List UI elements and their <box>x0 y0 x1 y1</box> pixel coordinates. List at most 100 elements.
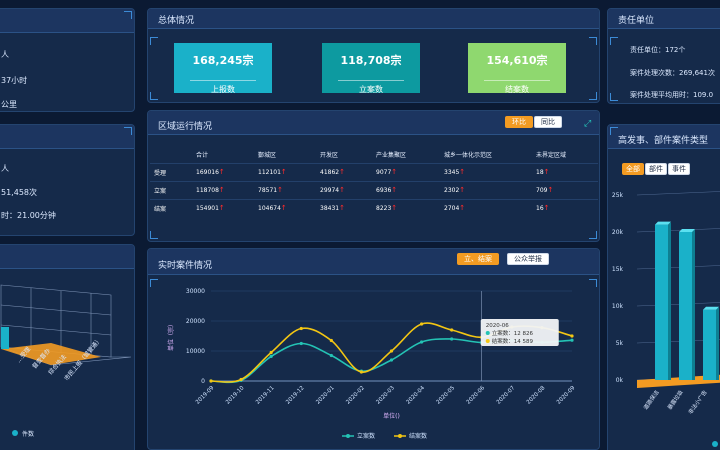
data-point[interactable] <box>329 353 333 358</box>
tooltip-line: 立案数：12 826 <box>492 329 534 337</box>
bar[interactable] <box>679 232 692 380</box>
responsible-title: 责任单位 <box>618 16 655 26</box>
table-header-row: 合计 鄞城区 开发区 产业集聚区 城乡一体化示范区 未界定区域 <box>150 146 598 163</box>
hot-types-title: 高发事、部件案件类型 <box>618 136 709 146</box>
responsible-avg-time: 案件处理平均用时：109.0 <box>630 91 714 99</box>
left-panel-1-titlebar <box>0 9 134 33</box>
kpi-filed[interactable]: 118,708宗 立案数 <box>322 43 420 94</box>
tab-all[interactable]: 全部 <box>622 163 644 175</box>
cell-value: 2704 <box>444 205 460 213</box>
data-point[interactable] <box>450 337 454 341</box>
toggle-yoy[interactable]: 同比 <box>534 116 562 128</box>
bar-top <box>703 306 719 310</box>
corner-decoration <box>610 127 618 135</box>
y-axis-label: 单位（宗） <box>167 321 175 351</box>
left-3d-bar-chart: …受理 督查督办 综合执法 市民上报（城管通） 件数 <box>0 284 132 438</box>
kpi-value: 154,610宗 <box>486 54 548 67</box>
legend-label[interactable]: 立案数 <box>357 432 375 440</box>
kpi-reported[interactable]: 168,245宗 上报数 <box>174 43 272 94</box>
left-panel-3: …受理 督查督办 综合执法 市民上报（城管通） 件数 <box>0 244 135 450</box>
data-point[interactable] <box>269 354 273 358</box>
gridline <box>636 302 720 307</box>
up-arrow-icon: ↑ <box>218 168 225 176</box>
x-tick-label: 2019-09 <box>195 385 216 406</box>
bar-top <box>655 221 671 225</box>
x-tick-label: 2019-10 <box>225 385 246 406</box>
data-point[interactable] <box>329 338 333 343</box>
toggle-public-reports[interactable]: 公众举报 <box>507 253 549 265</box>
left-stat-6: 时：21.00分钟 <box>1 211 56 220</box>
up-arrow-icon: ↑ <box>218 186 225 194</box>
data-point[interactable] <box>450 328 454 332</box>
cell: 8223↑ <box>372 198 440 217</box>
left-stat-5: 51,458次 <box>1 188 37 197</box>
corner-decoration <box>610 93 618 101</box>
bar-side <box>716 307 719 380</box>
gridline <box>636 191 720 196</box>
table-row[interactable]: 结案 154901↑ 104674↑ 38431↑ 8223↑ 2704↑ 16… <box>150 198 598 217</box>
col-header: 开发区 <box>320 151 339 159</box>
up-arrow-icon: ↑ <box>277 186 283 194</box>
corner-decoration <box>150 231 158 239</box>
up-arrow-icon: ↑ <box>339 186 345 194</box>
legend-label: 件数 <box>22 430 34 438</box>
legend-marker <box>346 434 350 438</box>
tab-events[interactable]: 事件 <box>668 163 690 175</box>
data-point[interactable] <box>419 340 424 344</box>
bar <box>1 327 9 349</box>
up-arrow-icon: ↑ <box>280 168 287 176</box>
region-title: 区域运行情况 <box>158 122 213 132</box>
cell-value: 169016 <box>196 169 219 176</box>
corner-decoration <box>610 37 618 45</box>
left-stat-1: 人 <box>1 50 9 59</box>
data-point[interactable] <box>570 338 574 342</box>
kpi-closed[interactable]: 154,610宗 结案数 <box>468 43 566 94</box>
col-header: 鄞城区 <box>258 151 277 159</box>
chart-floor <box>1 343 101 365</box>
cell-value: 41862 <box>320 169 340 176</box>
up-arrow-icon: ↑ <box>459 186 466 194</box>
cell-value: 709 <box>536 187 548 194</box>
left-stat-2: 37小时 <box>1 76 28 85</box>
data-point[interactable] <box>239 377 243 382</box>
data-point[interactable] <box>269 350 273 355</box>
x-tick-label: 2020-01 <box>315 385 335 405</box>
cell-value: 8223 <box>376 205 392 213</box>
kpi-value: 168,245宗 <box>192 54 254 67</box>
bar[interactable] <box>703 309 716 380</box>
data-point[interactable] <box>359 370 364 374</box>
table-row[interactable]: 立案 118708↑ 78571↑ 29974↑ 6936↑ 2302↑ 709… <box>150 180 598 199</box>
responsible-titlebar <box>608 9 720 29</box>
cell: 78571↑ <box>254 180 316 199</box>
data-point[interactable] <box>389 358 394 362</box>
data-point[interactable] <box>389 349 394 353</box>
realtime-panel: 实时案件情况 立、结案 公众举报 <box>147 248 600 450</box>
data-point[interactable] <box>209 379 213 383</box>
row-label: 受理 <box>150 162 192 181</box>
expand-icon[interactable]: ⤢ <box>584 119 592 129</box>
gridline <box>636 228 720 233</box>
data-point[interactable] <box>570 334 574 338</box>
up-arrow-icon: ↑ <box>543 168 550 176</box>
data-point[interactable] <box>299 326 303 331</box>
left-panel-1: 人 37小时 公里 <box>0 8 135 112</box>
data-point[interactable] <box>299 341 303 346</box>
bar[interactable] <box>655 224 668 380</box>
tooltip-swatch <box>485 339 490 343</box>
responsible-units: 责任单位：172个 <box>630 46 686 54</box>
cell: 104674↑ <box>254 198 316 217</box>
data-point[interactable] <box>419 322 424 326</box>
corner-decoration <box>589 231 597 239</box>
legend-label[interactable]: 结案数 <box>409 432 427 440</box>
cell: 169016↑ <box>192 162 254 181</box>
toggle-filed-closed[interactable]: 立、结案 <box>457 253 499 265</box>
cell-value: 18 <box>536 169 544 176</box>
realtime-line-chart: 0 10000 20000 30000 单位（宗） 2019-09 2019-10 2019-… <box>167 288 577 440</box>
tab-components[interactable]: 部件 <box>645 163 667 175</box>
overview-panel: 总体情况 168,245宗 上报数 118,708宗 立案数 154,610宗 … <box>147 8 600 103</box>
table-row[interactable]: 受理 169016↑ 112101↑ 41862↑ 9077↑ 3345↑ 18… <box>150 162 598 181</box>
col-header: 城乡一体化示范区 <box>444 151 493 159</box>
kpi-value: 118,708宗 <box>340 54 402 67</box>
toggle-mom[interactable]: 环比 <box>505 116 533 128</box>
up-arrow-icon: ↑ <box>459 204 466 213</box>
